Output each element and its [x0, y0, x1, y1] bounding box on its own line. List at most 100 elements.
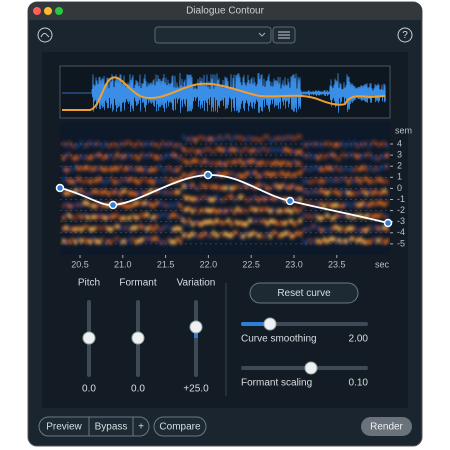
compare-button[interactable]: Compare: [159, 422, 201, 433]
logo-icon[interactable]: [37, 27, 53, 43]
energy-cell: [83, 191, 86, 197]
help-button[interactable]: [397, 27, 413, 43]
energy-cell: [335, 177, 338, 183]
energy-cell: [374, 237, 377, 243]
energy-cell: [164, 167, 167, 173]
compare-frame[interactable]: [153, 416, 207, 437]
energy-cell: [260, 233, 263, 239]
curve-node[interactable]: [203, 170, 213, 180]
energy-cell: [71, 155, 74, 161]
pitch-thumb[interactable]: [82, 331, 96, 345]
energy-cell: [155, 176, 158, 182]
energy-cell: [212, 230, 215, 236]
energy-cell: [170, 140, 173, 146]
energy-cell: [227, 232, 230, 238]
formant-scaling-thumb[interactable]: [304, 361, 318, 375]
bypass-button[interactable]: Bypass: [95, 422, 128, 433]
energy-cell: [293, 206, 296, 212]
close-button[interactable]: [33, 7, 41, 15]
energy-cell: [347, 190, 350, 196]
energy-cell: [89, 140, 92, 146]
energy-cell: [71, 179, 74, 185]
energy-cell: [74, 226, 77, 232]
energy-cell: [80, 227, 83, 233]
energy-cell: [128, 237, 131, 243]
energy-cell: [317, 179, 320, 185]
energy-cell: [233, 218, 236, 224]
energy-cell: [347, 179, 350, 185]
energy-cell: [206, 207, 209, 213]
variation-value: +25.0: [183, 384, 209, 395]
energy-cell: [278, 146, 281, 152]
energy-cell: [158, 178, 161, 184]
energy-cell: [200, 171, 203, 177]
energy-cell: [158, 200, 161, 206]
energy-cell: [386, 164, 389, 170]
energy-cell: [191, 171, 194, 177]
spectrogram-energy: [62, 134, 389, 245]
energy-cell: [107, 166, 110, 172]
energy-cell: [98, 165, 101, 171]
curve-node[interactable]: [108, 200, 118, 210]
curve-node[interactable]: [285, 196, 295, 206]
energy-cell: [239, 173, 242, 179]
energy-cell: [314, 237, 317, 243]
energy-cell: [308, 152, 311, 158]
energy-cell: [68, 227, 71, 233]
energy-cell: [221, 197, 224, 203]
energy-cell: [371, 200, 374, 206]
curve-node[interactable]: [383, 218, 393, 228]
energy-cell: [329, 188, 332, 194]
energy-cell: [224, 185, 227, 191]
curve-node[interactable]: [55, 183, 65, 193]
render-button[interactable]: Render: [370, 422, 403, 433]
energy-cell: [248, 170, 251, 176]
energy-cell: [227, 171, 230, 177]
energy-cell: [383, 225, 386, 231]
energy-cell: [236, 195, 239, 201]
energy-cell: [182, 146, 185, 152]
energy-cell: [215, 136, 218, 142]
preset-dropdown[interactable]: [154, 26, 272, 44]
energy-cell: [308, 213, 311, 219]
energy-cell: [320, 178, 323, 184]
energy-cell: [137, 238, 140, 244]
y-label: -1: [397, 194, 405, 204]
zoom-button[interactable]: [55, 7, 63, 15]
energy-cell: [368, 143, 371, 149]
smoothing-thumb[interactable]: [263, 317, 277, 331]
render-frame[interactable]: [361, 417, 412, 436]
energy-cell: [65, 201, 68, 207]
formant-thumb[interactable]: [131, 331, 145, 345]
energy-cell: [317, 155, 320, 161]
energy-cell: [107, 238, 110, 244]
energy-cell: [260, 172, 263, 178]
energy-cell: [176, 214, 179, 220]
energy-cell: [299, 149, 302, 155]
energy-cell: [281, 208, 284, 214]
energy-cell: [137, 155, 140, 161]
plus-button[interactable]: +: [138, 422, 144, 433]
energy-cell: [200, 233, 203, 239]
reset-button[interactable]: [249, 282, 359, 304]
energy-cell: [374, 213, 377, 219]
energy-cell: [191, 147, 194, 153]
help-icon: ?: [402, 30, 408, 41]
energy-cell: [62, 238, 65, 244]
energy-cell: [314, 224, 317, 230]
energy-cell: [272, 218, 275, 224]
energy-cell: [215, 194, 218, 200]
minimize-button[interactable]: [44, 7, 52, 15]
energy-cell: [128, 177, 131, 183]
energy-cell: [365, 176, 368, 182]
preview-button[interactable]: Preview: [46, 422, 82, 433]
energy-cell: [251, 170, 254, 176]
variation-thumb[interactable]: [189, 320, 203, 334]
energy-cell: [104, 179, 107, 185]
energy-cell: [314, 141, 317, 147]
energy-cell: [128, 203, 131, 209]
energy-cell: [179, 155, 182, 161]
energy-cell: [164, 153, 167, 159]
energy-cell: [245, 209, 248, 215]
